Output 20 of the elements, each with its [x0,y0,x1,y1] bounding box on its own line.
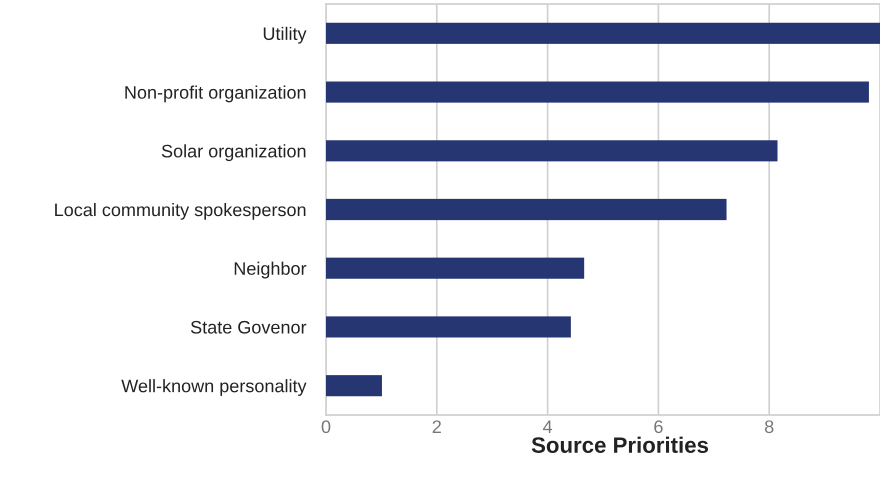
x-tick-label: 4 [542,420,552,433]
x-tick-label: 8 [764,420,774,434]
x-tick-label: 0 [322,420,330,434]
y-tick-label: Neighbor [234,262,306,279]
text: Source Priorities [532,436,708,453]
bar [326,258,584,279]
bar [326,316,571,338]
y-tick-label: Local community spokesperson [55,202,306,220]
y-tick-label: Solar organization [162,144,306,162]
x-tick-label: 2 [432,420,441,433]
bar [326,375,382,396]
bar [326,82,869,103]
y-tick-label: Utility [264,26,307,44]
y-tick-label: Non-profit organization [125,86,306,102]
y-tick-label: Well-known personality [121,379,307,396]
bar [326,22,880,44]
x-tick-label: 6 [654,420,663,434]
y-tick-label: State Govenor [190,320,306,334]
bar [326,140,778,162]
bar [326,198,727,220]
